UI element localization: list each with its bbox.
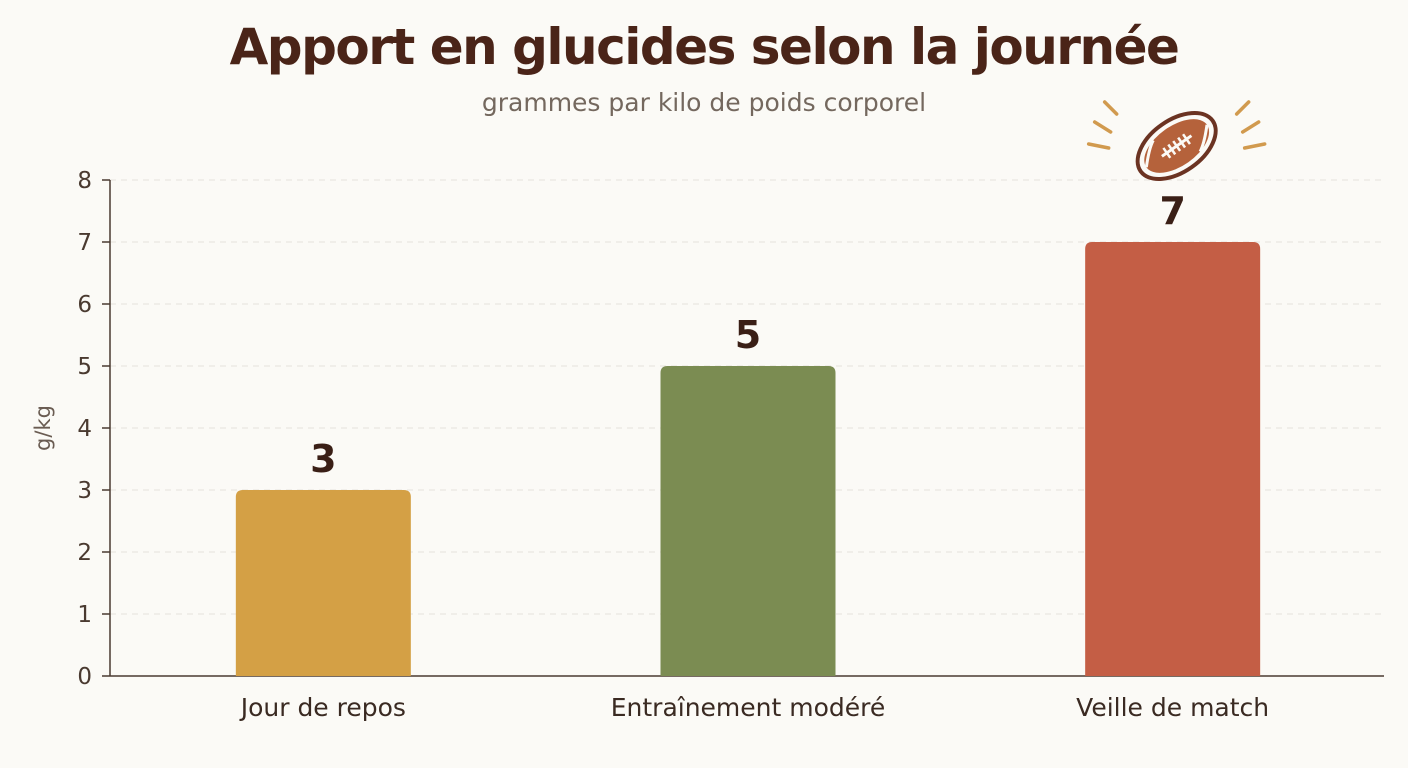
football-stripe [1144,124,1209,168]
y-tick-label: 4 [77,416,92,442]
football-lace [1182,133,1191,145]
y-tick-label: 8 [77,168,92,194]
football-lace [1167,143,1177,156]
spark-lines [1086,100,1267,150]
y-tick-label: 0 [77,664,92,690]
chart-subtitle: grammes par kilo de poids corporel [481,88,927,117]
y-tick-label: 6 [77,292,92,318]
y-tick-label: 2 [77,540,92,566]
football-lace [1162,147,1172,159]
bar [660,366,836,676]
football-lace [1172,140,1182,152]
y-tick-label: 7 [77,230,92,256]
bar [1085,242,1261,676]
football-lace [1177,136,1187,149]
football-icon [1086,100,1267,182]
value-label: 5 [735,313,761,357]
spark-line [1086,142,1111,150]
spark-line [1092,120,1113,134]
bar [235,490,411,676]
spark-line [1102,100,1119,116]
x-tick-label: Jour de repos [239,693,406,722]
chart-title: Apport en glucides selon la journée [229,18,1180,76]
spark-line [1234,100,1251,116]
value-label: 3 [310,437,336,481]
y-axis-label: g/kg [31,405,55,451]
football-shape [1135,110,1218,182]
bars [235,242,1261,676]
y-tick-label: 1 [77,602,92,628]
value-label: 7 [1159,189,1185,233]
y-tick-label: 3 [77,478,92,504]
spark-line [1240,120,1261,134]
spark-line [1242,142,1267,150]
x-tick-label: Veille de match [1076,693,1269,722]
x-tick-label: Entraînement modéré [611,693,886,722]
labels: 3 Jour de repos 5 Entraînement modéré 7 Veill… [239,189,1269,722]
y-tick-label: 5 [77,354,92,380]
